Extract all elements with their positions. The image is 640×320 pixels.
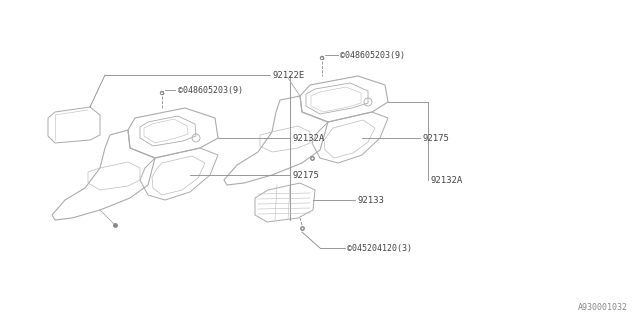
Text: ©045204120(3): ©045204120(3) bbox=[347, 244, 412, 252]
Text: 92132A: 92132A bbox=[430, 175, 462, 185]
Text: S: S bbox=[320, 55, 324, 60]
Text: 92133: 92133 bbox=[357, 196, 384, 204]
Text: S: S bbox=[160, 91, 164, 95]
Text: 92175: 92175 bbox=[292, 171, 319, 180]
Text: ©048605203(9): ©048605203(9) bbox=[178, 85, 243, 94]
Text: 92175: 92175 bbox=[422, 133, 449, 142]
Text: 92122E: 92122E bbox=[272, 70, 304, 79]
Text: ©048605203(9): ©048605203(9) bbox=[340, 51, 405, 60]
Text: A930001032: A930001032 bbox=[578, 303, 628, 312]
Text: 92132A: 92132A bbox=[292, 133, 324, 142]
